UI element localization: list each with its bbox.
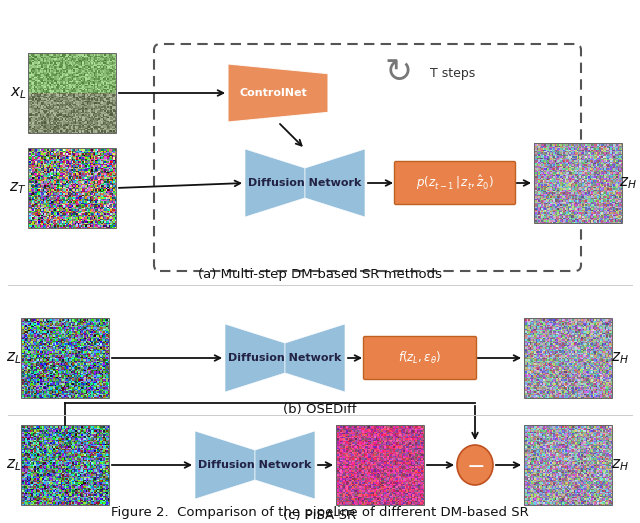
Text: $z_L$: $z_L$: [6, 350, 22, 366]
FancyBboxPatch shape: [394, 162, 515, 204]
Text: $z_T$: $z_T$: [10, 180, 27, 196]
Text: Diffusion Network: Diffusion Network: [198, 460, 312, 470]
Text: Diffusion Network: Diffusion Network: [248, 178, 362, 188]
Text: $f(z_L,\epsilon_\theta)$: $f(z_L,\epsilon_\theta)$: [399, 350, 442, 366]
Polygon shape: [245, 149, 305, 217]
Text: Diffusion Network: Diffusion Network: [228, 353, 342, 363]
Text: $z_H$: $z_H$: [619, 175, 637, 191]
Text: (a) Multi-step DM-based SR methods: (a) Multi-step DM-based SR methods: [198, 268, 442, 281]
Text: ControlNet: ControlNet: [239, 88, 307, 98]
Ellipse shape: [457, 445, 493, 485]
Bar: [336, 425, 424, 505]
Bar: [28, 148, 116, 228]
Bar: [28, 53, 116, 133]
Polygon shape: [305, 149, 365, 217]
Polygon shape: [255, 431, 315, 499]
Bar: [21, 425, 109, 505]
Text: ↻: ↻: [384, 56, 412, 89]
Text: (b) OSEDiff: (b) OSEDiff: [284, 403, 356, 416]
Text: $p(z_{t-1}\,|\,z_t,\hat{z}_0)$: $p(z_{t-1}\,|\,z_t,\hat{z}_0)$: [416, 174, 494, 192]
Polygon shape: [195, 431, 255, 499]
Text: $z_H$: $z_H$: [611, 350, 629, 366]
Text: $-$: $-$: [466, 455, 484, 475]
Text: $x_L$: $x_L$: [10, 85, 26, 101]
Bar: [524, 318, 612, 398]
Bar: [534, 143, 622, 223]
Text: Figure 2.  Comparison of the pipeline of different DM-based SR: Figure 2. Comparison of the pipeline of …: [111, 506, 529, 519]
Text: $z_H$: $z_H$: [611, 457, 629, 473]
FancyBboxPatch shape: [364, 336, 477, 380]
Polygon shape: [285, 324, 345, 392]
Text: (c) PiSA-SR: (c) PiSA-SR: [284, 509, 356, 522]
Polygon shape: [228, 64, 328, 122]
Bar: [21, 318, 109, 398]
Text: $z_L$: $z_L$: [6, 457, 22, 473]
Polygon shape: [225, 324, 285, 392]
Text: T steps: T steps: [430, 66, 476, 79]
Bar: [524, 425, 612, 505]
